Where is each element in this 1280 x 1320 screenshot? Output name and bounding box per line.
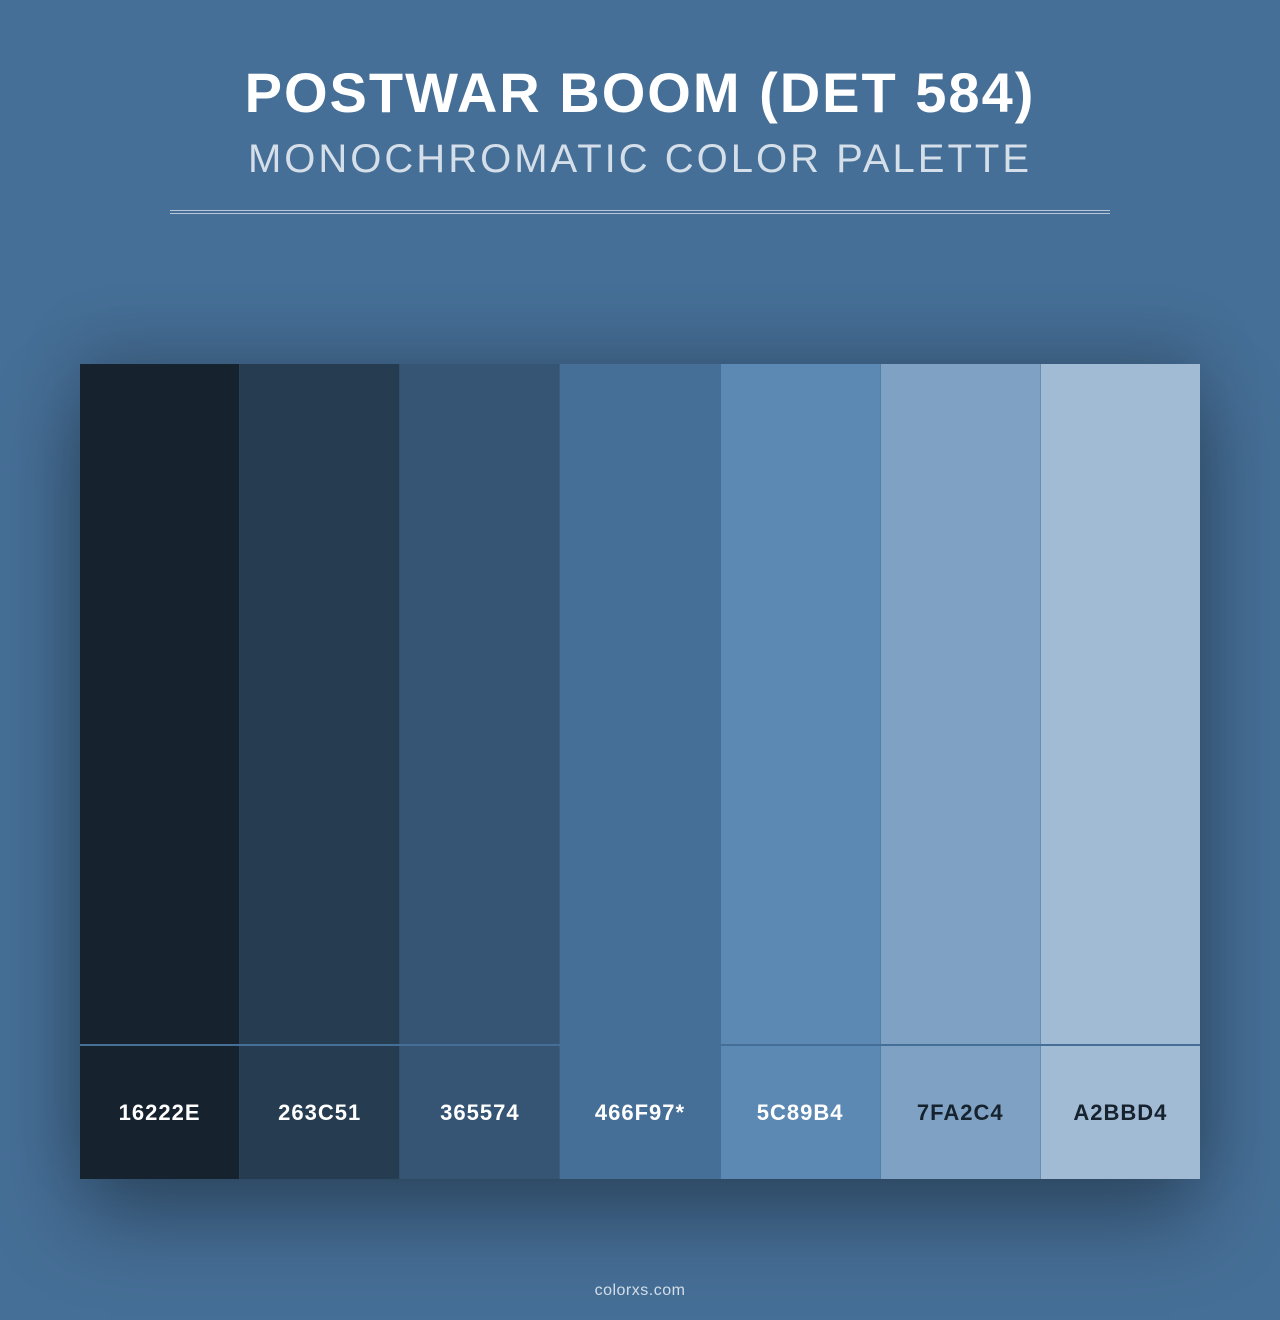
color-label: A2BBD4 [1041,1046,1200,1179]
label-row: 16222E 263C51 365574 466F97* 5C89B4 7FA2… [80,1044,1200,1179]
color-swatch [881,364,1041,1044]
swatch-row [80,364,1200,1044]
color-swatch [400,364,560,1044]
color-label: 466F97* [560,1046,720,1179]
color-label: 5C89B4 [721,1046,881,1179]
color-swatch [560,364,720,1044]
header-divider [170,210,1110,214]
footer-credit: colorxs.com [595,1282,686,1300]
color-swatch [1041,364,1200,1044]
page-title: POSTWAR BOOM (DET 584) [170,60,1110,125]
page-subtitle: MONOCHROMATIC COLOR PALETTE [170,137,1110,182]
color-swatch [240,364,400,1044]
color-label: 7FA2C4 [881,1046,1041,1179]
color-label: 16222E [80,1046,240,1179]
color-label: 365574 [400,1046,560,1179]
palette-container: 16222E 263C51 365574 466F97* 5C89B4 7FA2… [80,364,1200,1179]
color-swatch [721,364,881,1044]
color-label: 263C51 [240,1046,400,1179]
color-swatch [80,364,240,1044]
header-block: POSTWAR BOOM (DET 584) MONOCHROMATIC COL… [170,60,1110,214]
